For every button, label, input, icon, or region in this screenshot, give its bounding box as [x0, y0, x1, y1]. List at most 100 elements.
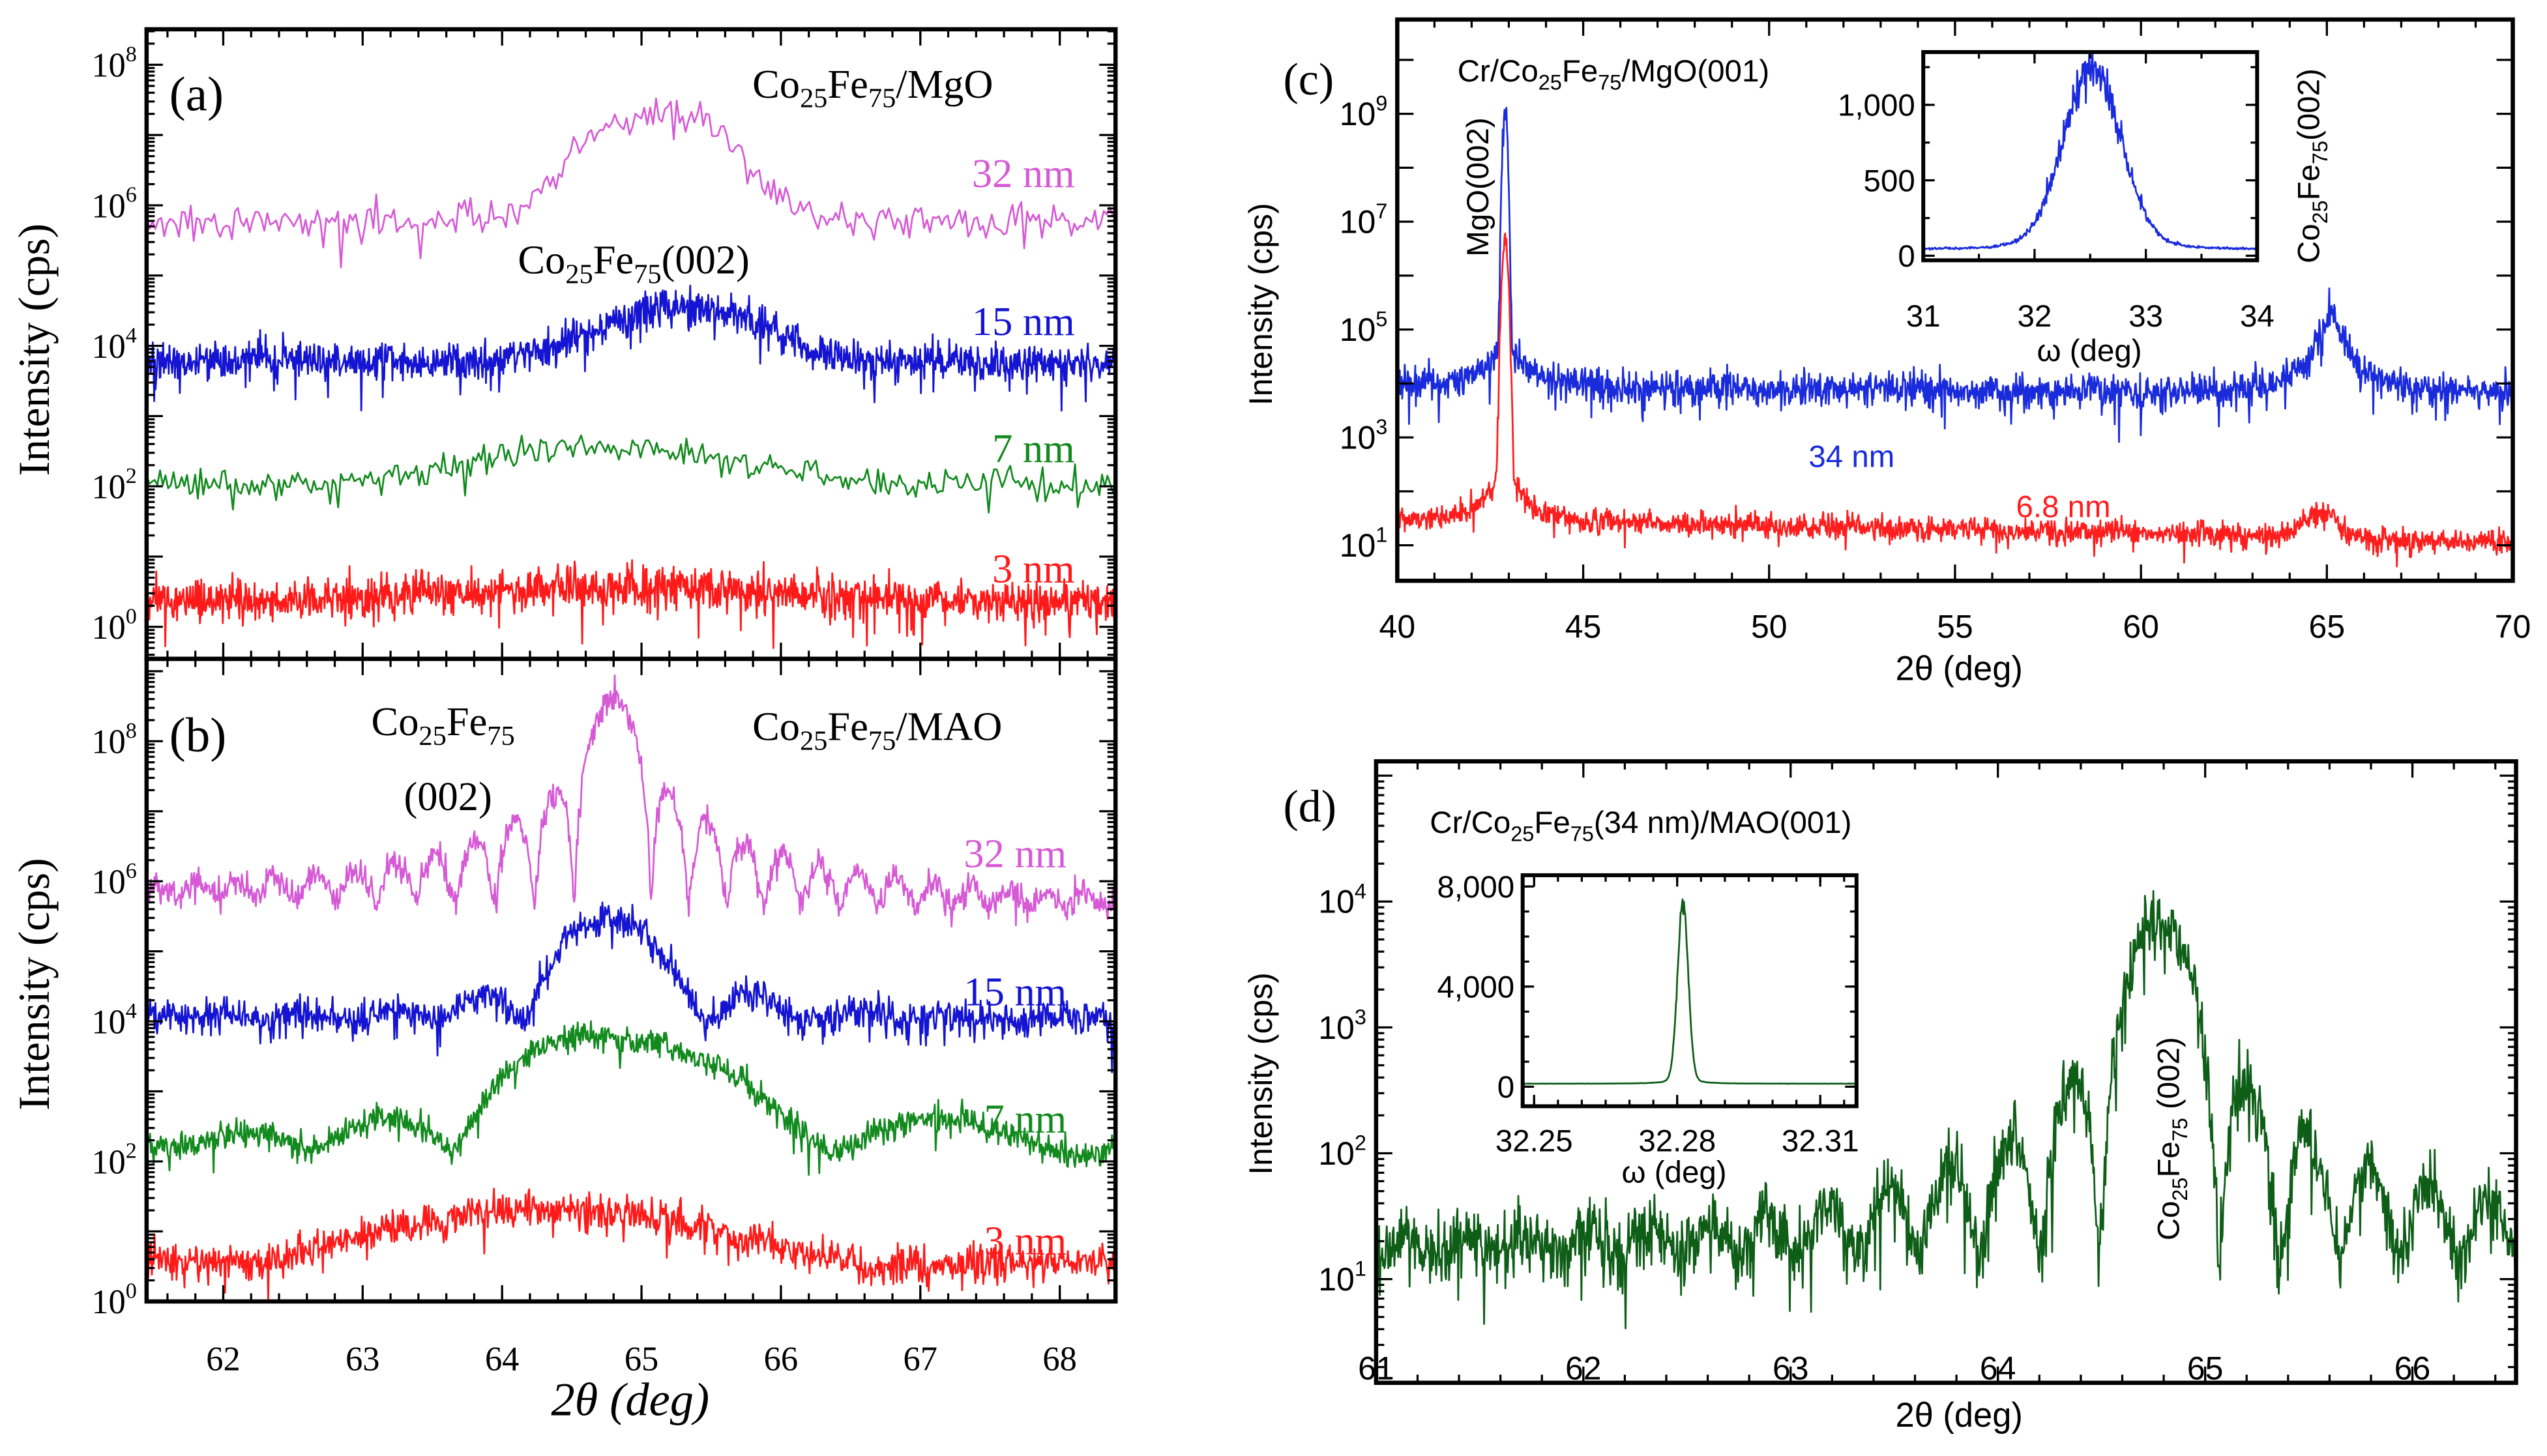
series-label-a-15nm: 15 nm: [972, 298, 1075, 344]
plot-frame: [1395, 17, 2515, 583]
y-tick-label: 100: [91, 1279, 136, 1322]
panel-b: 62 63 64 65 66 67 68 100 102 104 106 108: [91, 656, 1118, 1378]
x-tick-label: 33: [2128, 299, 2163, 334]
y-axis-label-b: Intensity (cps): [10, 858, 59, 1110]
panel-d-label: (d): [1283, 782, 1336, 832]
y-tick-label: 102: [91, 464, 136, 506]
y-tick-label: 108: [91, 42, 136, 85]
x-tick-label: 63: [1773, 1350, 1809, 1387]
series-line-34-nm-rocking-curve: [1922, 52, 2258, 251]
series-line-34-nm-rocking-curve: [1522, 898, 1857, 1085]
y-axis-label-a: Intensity (cps): [10, 224, 59, 476]
cofe-peak-annotation-c: Co25Fe75(002): [2291, 68, 2332, 263]
series-line-7-nm: [145, 1020, 1117, 1176]
series-line-15-nm: [145, 284, 1117, 412]
y-tick-label: 101: [1318, 1257, 1366, 1298]
inset-x-axis-label-c: ω (deg): [2037, 334, 2142, 368]
y-tick-label: 102: [91, 1139, 136, 1182]
y-tick-label: 104: [1318, 879, 1366, 920]
x-tick-label: 67: [904, 1340, 937, 1378]
y-axis-label-d: Intensity (cps): [1243, 972, 1279, 1175]
panel-d: 61 62 63 64 65 66 101 102 103 104: [1318, 759, 2518, 1387]
panel-a-label: (a): [169, 68, 224, 122]
y-tick-label: 0: [1898, 239, 1915, 274]
x-tick-label: 32: [2018, 299, 2052, 334]
series-line-34-nm: [1375, 890, 2517, 1330]
x-tick-label: 63: [346, 1340, 379, 1378]
series-line-32-nm: [145, 97, 1117, 269]
x-tick-label: 62: [1565, 1350, 1602, 1387]
panel-d-inset: 32.25 32.28 32.31 0 4,000 8,000: [1437, 870, 1859, 1159]
plot-frame: [144, 656, 1118, 1304]
panel-a: 100 102 104 106 108: [91, 27, 1118, 662]
y-tick-label: 500: [1864, 164, 1915, 198]
plot-frame: [1921, 50, 2260, 263]
series-group: [1375, 890, 2517, 1330]
y-tick-label: 109: [1340, 92, 1388, 132]
y-tick-label: 104: [91, 999, 136, 1041]
panel-d-annotations: (d) Cr/Co25Fe75(34 nm)/MAO(001) Co25Fe75…: [1243, 782, 2192, 1435]
x-tick-label: 68: [1042, 1340, 1076, 1378]
cofe-peak-annotation-d: Co25Fe75 (002): [2151, 1037, 2192, 1240]
peak-annotation-a: Co25Fe75(002): [518, 237, 749, 289]
y-tick-label: 108: [91, 719, 136, 761]
series-label-b-3nm: 3 nm: [984, 1218, 1067, 1264]
x-axis-label-c: 2θ (deg): [1896, 650, 2023, 688]
panel-c-annotations: (c) Cr/Co25Fe75/MgO(001) MgO(002) Co25Fe…: [1243, 54, 2332, 688]
x-tick-label: 64: [1980, 1350, 2016, 1387]
x-tick-label: 62: [206, 1340, 240, 1378]
series-line-6-8-nm: [1396, 232, 2514, 568]
panel-c-inset: 31 32 33 34 0 500 1,000: [1838, 50, 2275, 334]
x-tick-label: 65: [2309, 608, 2346, 645]
x-tick-label: 70: [2495, 608, 2531, 645]
x-tick-label: 32.28: [1638, 1124, 1716, 1158]
series-label-c-6p8nm: 6.8 nm: [2016, 490, 2111, 525]
x-tick-label: 34: [2240, 299, 2275, 334]
panel-b-annotations: (b) Co25Fe75/MAO Co25Fe75 (002) 32 nm 15…: [10, 699, 1067, 1425]
series-line-7-nm: [145, 434, 1117, 514]
peak-annotation-b: Co25Fe75: [372, 699, 515, 751]
series-label-b-15nm: 15 nm: [964, 969, 1067, 1015]
x-tick-label: 66: [2394, 1350, 2431, 1387]
panel-a-annotations: (a) Co25Fe75/MgO Co25Fe75(002) 32 nm 15 …: [10, 61, 1075, 592]
y-tick-label: 100: [91, 605, 136, 647]
inset-x-axis-label-d: ω (deg): [1622, 1156, 1727, 1190]
series-group: [145, 97, 1117, 649]
y-tick-label: 107: [1340, 199, 1388, 240]
plot-frame: [1374, 759, 2518, 1385]
x-tick-label: 31: [1906, 299, 1941, 334]
series-line-3-nm: [145, 559, 1117, 649]
y-axis-label-c: Intensity (cps): [1243, 203, 1279, 405]
series-label-a-3nm: 3 nm: [992, 546, 1075, 592]
series-line-3-nm: [145, 1187, 1116, 1301]
y-tick-label: 104: [91, 323, 136, 366]
series-group: [1922, 52, 2258, 251]
panel-c-title: Cr/Co25Fe75/MgO(001): [1458, 54, 1769, 94]
series-group: [1522, 898, 1857, 1085]
y-tick-label: 0: [1497, 1070, 1514, 1105]
y-tick-label: 106: [91, 183, 136, 226]
x-tick-label: 66: [764, 1340, 798, 1378]
panel-a-title: Co25Fe75/MgO: [752, 61, 993, 114]
series-group: [145, 674, 1117, 1301]
x-tick-label: 40: [1379, 608, 1416, 645]
panel-c: 40 45 50 55 60 65 70 101 103 105 107 109: [1340, 17, 2531, 645]
x-tick-label: 32.25: [1495, 1124, 1573, 1158]
y-tick-label: 105: [1340, 308, 1388, 348]
y-tick-label: 103: [1340, 415, 1388, 456]
series-line-32-nm: [145, 674, 1117, 928]
x-tick-label: 32.31: [1782, 1124, 1859, 1158]
y-tick-label: 106: [91, 859, 136, 901]
y-tick-label: 101: [1340, 523, 1388, 564]
x-tick-label: 65: [2187, 1350, 2224, 1387]
x-tick-label: 60: [2123, 608, 2159, 645]
panel-c-label: (c): [1283, 55, 1334, 105]
series-group: [1396, 106, 2514, 568]
x-tick-label: 65: [625, 1340, 658, 1378]
x-tick-label: 55: [1937, 608, 1973, 645]
y-tick-label: 8,000: [1437, 870, 1514, 905]
x-axis-label-d: 2θ (deg): [1896, 1397, 2023, 1434]
series-line-34-nm: [1396, 106, 2514, 443]
series-label-b-32nm: 32 nm: [964, 830, 1067, 876]
